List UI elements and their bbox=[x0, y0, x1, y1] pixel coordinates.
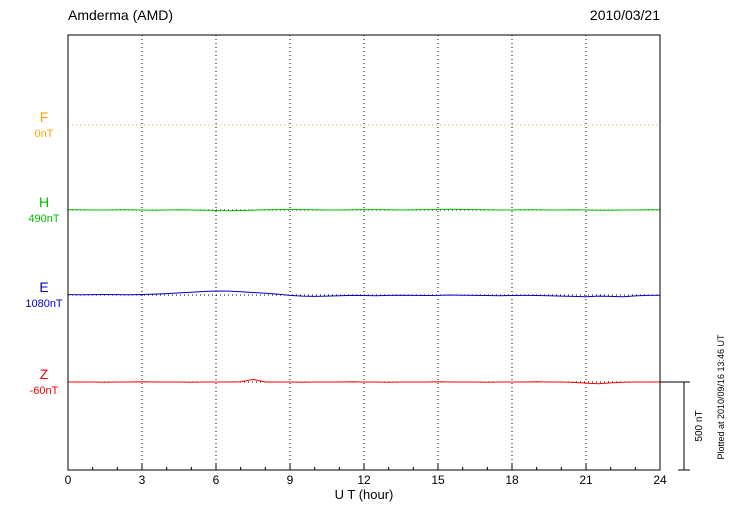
x-tick-label-0: 0 bbox=[65, 473, 72, 487]
series-label-E: E bbox=[39, 279, 48, 295]
x-tick-label-15: 15 bbox=[431, 473, 445, 487]
series-unit-Z: -60nT bbox=[30, 385, 59, 397]
series-unit-H: 490nT bbox=[28, 213, 59, 225]
x-tick-label-3: 3 bbox=[139, 473, 146, 487]
x-tick-label-24: 24 bbox=[653, 473, 667, 487]
x-tick-label-9: 9 bbox=[287, 473, 294, 487]
x-tick-label-6: 6 bbox=[213, 473, 220, 487]
x-tick-label-12: 12 bbox=[357, 473, 371, 487]
date-label: 2010/03/21 bbox=[589, 7, 660, 23]
x-axis-label: U T (hour) bbox=[334, 487, 394, 502]
x-tick-label-21: 21 bbox=[579, 473, 593, 487]
trace-Z bbox=[68, 378, 660, 385]
plotted-note: Plotted at 2010/09/16 13:46 UT bbox=[716, 334, 726, 460]
scale-bar-label: 500 nT bbox=[694, 410, 705, 441]
station-title: Amderma (AMD) bbox=[68, 7, 174, 23]
plot-border bbox=[67, 34, 661, 471]
series-label-H: H bbox=[39, 194, 49, 210]
series-label-Z: Z bbox=[40, 366, 49, 382]
x-tick-label-18: 18 bbox=[505, 473, 519, 487]
plot-layer: 0 3 6 9 12 15 18 21 24 F 0nT H 490nT E 1080nT Z -60nT bbox=[25, 34, 690, 487]
series-unit-F: 0nT bbox=[35, 128, 54, 140]
series-label-F: F bbox=[40, 109, 49, 125]
trace-E bbox=[67, 290, 661, 298]
trace-H bbox=[68, 208, 660, 212]
series-unit-E: 1080nT bbox=[25, 298, 63, 310]
